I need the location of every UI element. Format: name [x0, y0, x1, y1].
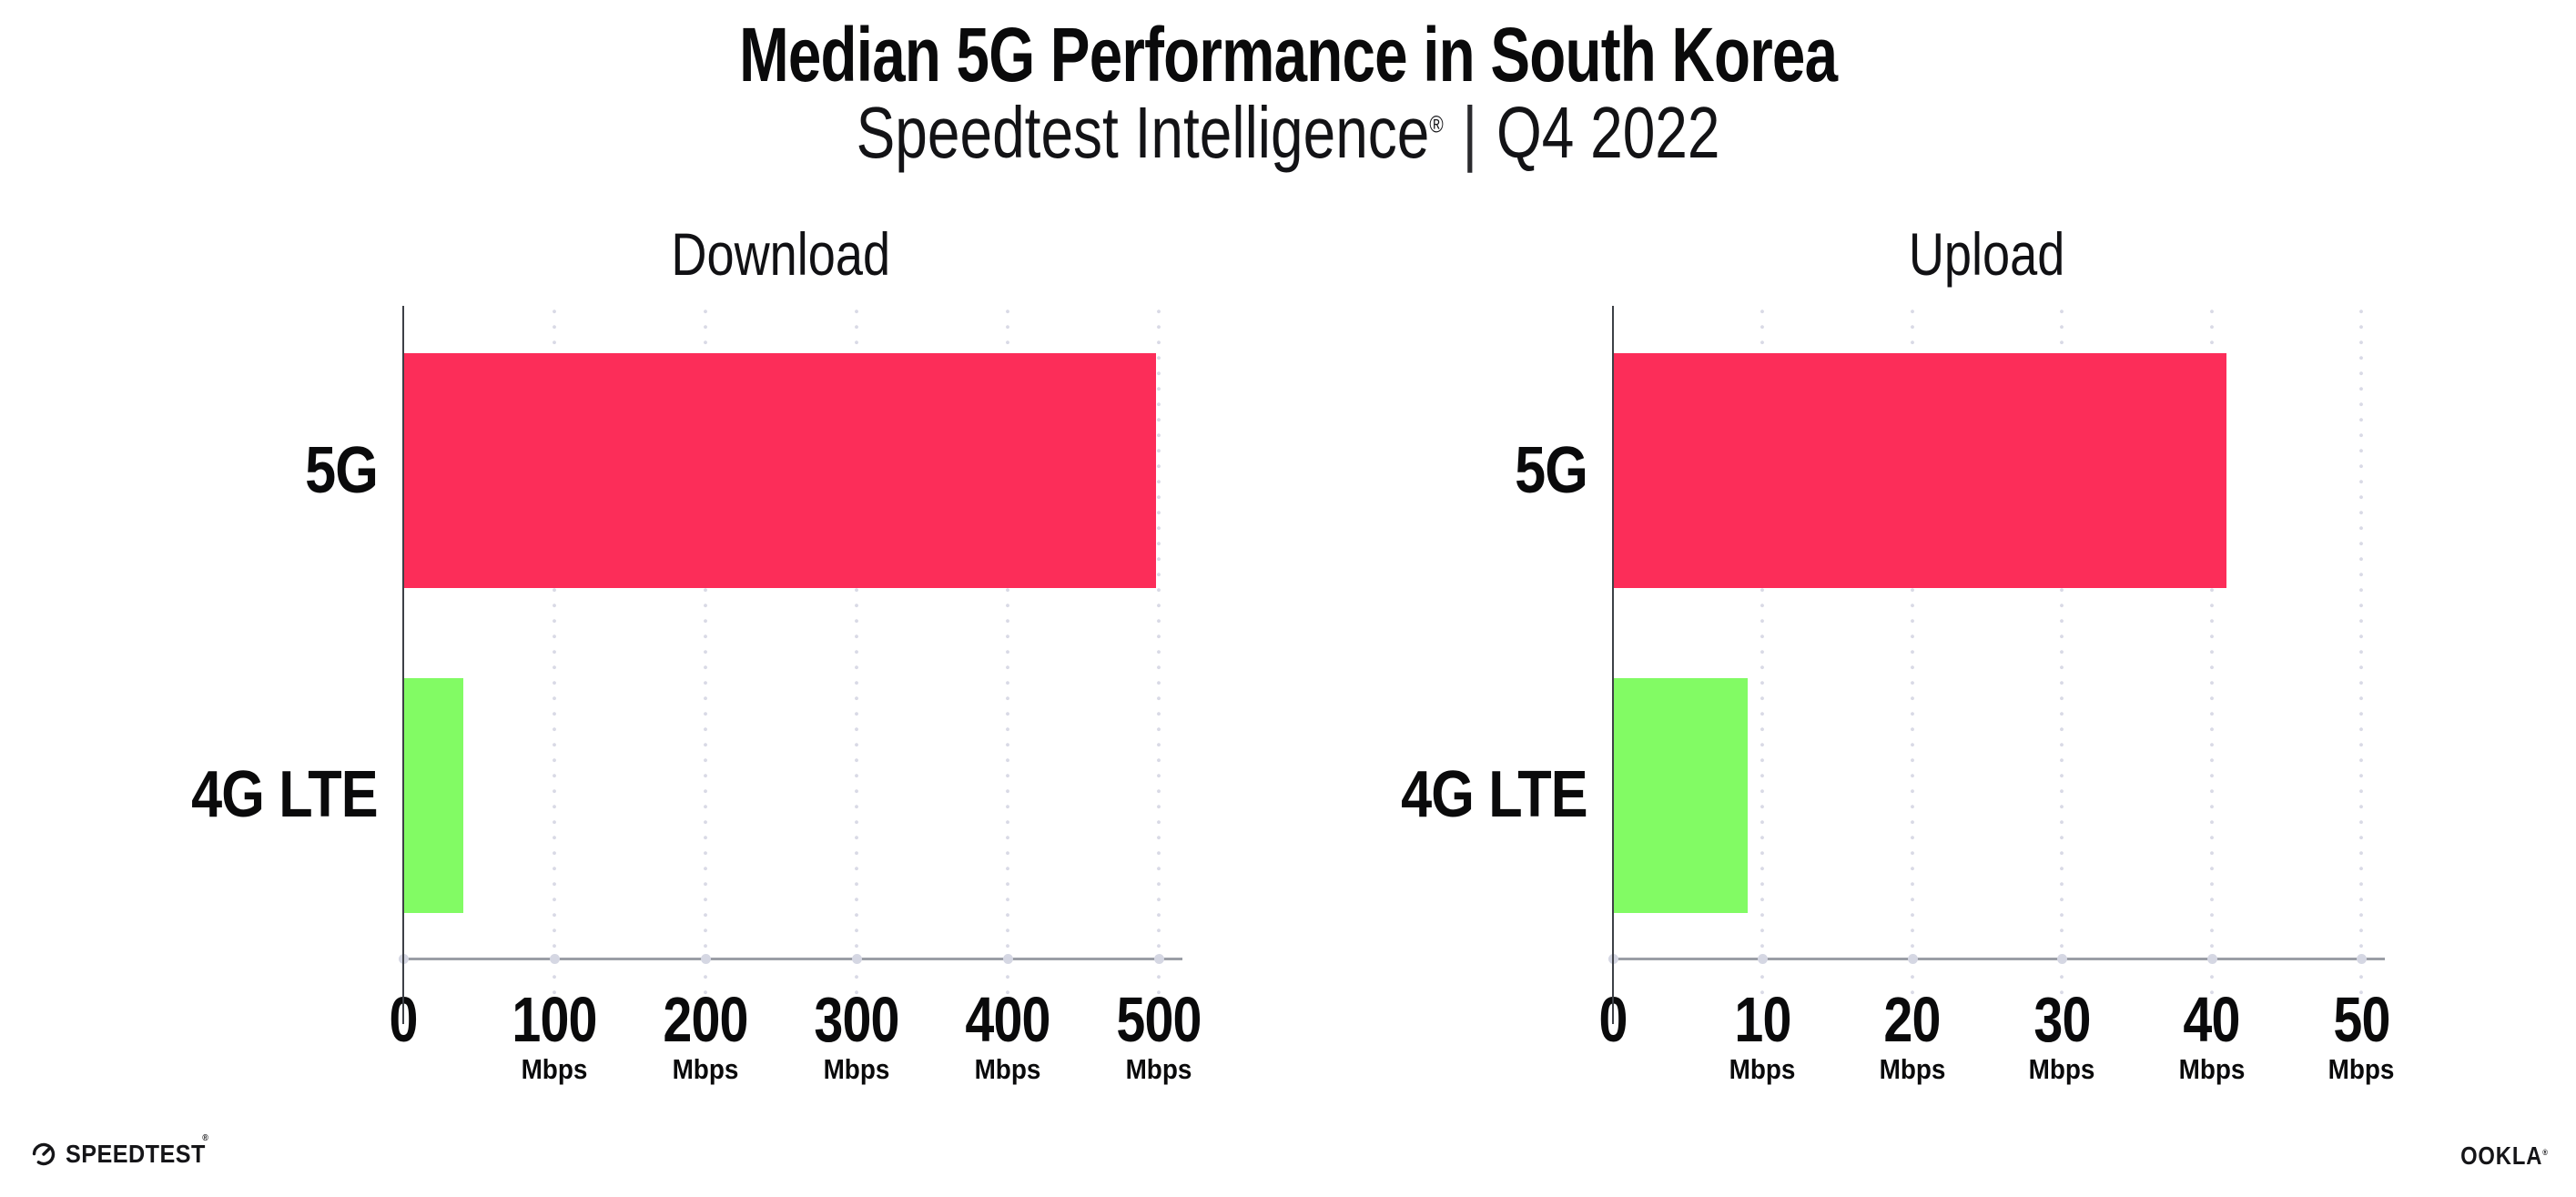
category-label-4g-lte: 4G LTE [191, 758, 378, 831]
registered-mark: ® [1429, 110, 1444, 138]
page-subtitle: Speedtest Intelligence® | Q4 2022 [0, 95, 2576, 171]
x-tick-unit: Mbps [2178, 1053, 2246, 1085]
bar-5g [1613, 352, 2227, 589]
x-tick-unit: Mbps [2028, 1053, 2095, 1085]
x-tick: 50 Mbps [2325, 987, 2399, 1085]
gridline [1760, 309, 1765, 999]
axis-tick-dot [701, 954, 711, 964]
subtitle-period: Q4 2022 [1496, 92, 1720, 173]
x-tick-value: 500 [1116, 984, 1202, 1055]
subtitle-separator: | [1462, 92, 1478, 173]
axis-tick-dot [1003, 954, 1013, 964]
x-tick-value: 200 [663, 984, 748, 1055]
bar-4g-lte [1613, 678, 1748, 914]
speedtest-registered-mark: ® [202, 1133, 209, 1143]
x-tick: 20 Mbps [1875, 987, 1949, 1085]
axis-tick-dot [550, 954, 560, 964]
axis-tick-dot [2206, 954, 2217, 964]
x-tick-unit: Mbps [823, 1053, 890, 1085]
x-tick-unit: Mbps [521, 1053, 588, 1085]
x-tick-unit: Mbps [1879, 1053, 1946, 1085]
x-tick: 400 Mbps [956, 987, 1060, 1085]
bar-5g [403, 352, 1156, 589]
gridline [1910, 309, 1914, 999]
axis-tick-dot [852, 954, 862, 964]
gridline [855, 309, 858, 999]
gridline [553, 309, 556, 999]
upload-x-tick-labels: 010Mbps20Mbps30Mbps40Mbps50Mbps [1598, 987, 2394, 1123]
speedtest-gauge-icon [32, 1142, 56, 1166]
download-x-axis-line [403, 958, 1182, 960]
axis-tick-dot [1907, 954, 1918, 964]
x-tick-unit: Mbps [1125, 1053, 1192, 1085]
upload-x-axis-line [1613, 958, 2385, 960]
x-tick-unit: Mbps [2328, 1053, 2395, 1085]
category-label-4g-lte: 4G LTE [1401, 758, 1587, 831]
gridline [1006, 309, 1009, 999]
x-tick: 500 Mbps [1107, 987, 1211, 1085]
gridline [2359, 309, 2363, 999]
upload-plot-area [1608, 306, 2385, 1024]
bar-4g-lte [403, 678, 464, 914]
x-tick-value: 100 [512, 984, 597, 1055]
upload-y-axis-line [1612, 306, 1614, 1024]
x-tick-value: 400 [965, 984, 1050, 1055]
gridline [1157, 309, 1161, 999]
x-tick-value: 50 [2332, 984, 2390, 1055]
axis-tick-dot [2057, 954, 2068, 964]
x-tick-value: 20 [1883, 984, 1942, 1055]
gridline [2209, 309, 2214, 999]
x-tick-unit: Mbps [1729, 1053, 1796, 1085]
axis-tick-dot [1758, 954, 1769, 964]
x-tick: 40 Mbps [2175, 987, 2248, 1085]
ookla-logo: OOKLA® [2445, 1143, 2549, 1174]
ookla-registered-mark: ® [2542, 1148, 2549, 1157]
upload-chart-title: Upload [1909, 220, 2065, 288]
x-tick: 300 Mbps [805, 987, 908, 1085]
subtitle-brand: Speedtest Intelligence [856, 92, 1430, 173]
speedtest-logo: SPEEDTEST® [30, 1133, 228, 1168]
x-tick-value: 10 [1734, 984, 1791, 1055]
x-tick-unit: Mbps [974, 1053, 1041, 1085]
x-tick: 200 Mbps [654, 987, 757, 1085]
axis-tick-dot [2357, 954, 2367, 964]
x-tick: 30 Mbps [2025, 987, 2099, 1085]
axis-tick-dot [1154, 954, 1164, 964]
x-tick-value: 30 [2033, 984, 2091, 1055]
gridline [2060, 309, 2064, 999]
page-title: Median 5G Performance in South Korea [738, 12, 1838, 97]
ookla-logo-text: OOKLA® [2460, 1141, 2549, 1170]
category-label-5g: 5G [305, 434, 379, 507]
x-tick-value: 40 [2183, 984, 2240, 1055]
download-chart-title: Download [671, 220, 891, 288]
x-tick-unit: Mbps [672, 1053, 739, 1085]
x-tick: 10 Mbps [1726, 987, 1800, 1085]
download-x-tick-labels: 0100Mbps200Mbps300Mbps400Mbps500Mbps [389, 987, 1202, 1123]
category-label-5g: 5G [1515, 434, 1588, 507]
speedtest-logo-text: SPEEDTEST® [66, 1133, 209, 1168]
x-tick: 100 Mbps [502, 987, 606, 1085]
download-plot-area [399, 306, 1182, 1024]
download-y-axis-line [402, 306, 404, 1024]
gridline [704, 309, 707, 999]
x-tick-value: 300 [814, 984, 899, 1055]
